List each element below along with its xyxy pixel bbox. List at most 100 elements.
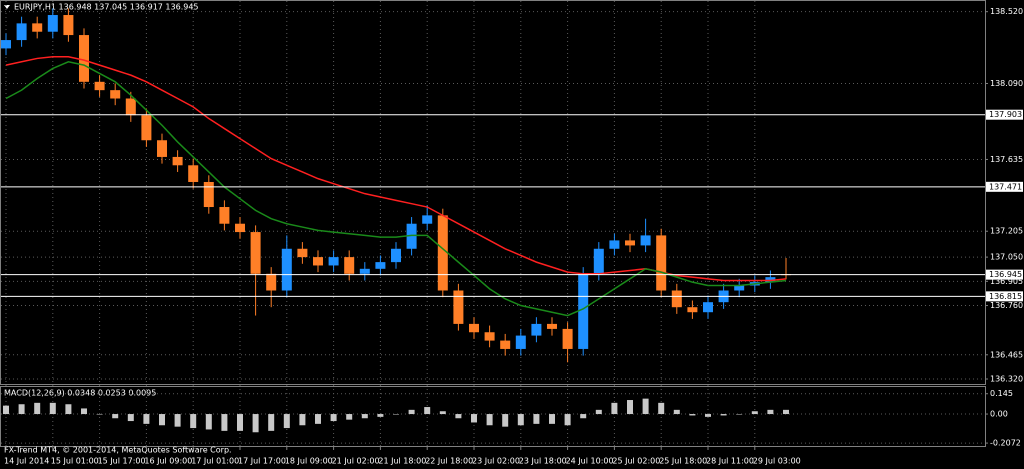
candle-body — [469, 323, 479, 333]
macd-bar — [112, 414, 119, 419]
macd-bar — [283, 414, 290, 429]
candle-body — [266, 273, 277, 291]
candle-body — [453, 290, 464, 324]
candle-body — [422, 215, 433, 224]
macd-bar — [96, 414, 103, 415]
candle-body — [63, 15, 74, 36]
macd-bar — [751, 411, 758, 415]
candle-body — [687, 307, 698, 313]
x-tick-label: 17 Jul 17:00 — [238, 457, 286, 466]
candle-body — [671, 290, 682, 308]
macd-bar — [49, 402, 56, 415]
y-tick-label: 138.520 — [990, 7, 1023, 16]
price-level-label: 136.815 — [989, 292, 1022, 301]
x-tick-label: 22 Jul 18:00 — [425, 457, 473, 466]
macd-bar — [315, 414, 321, 424]
candle-body — [203, 181, 214, 208]
candle-body — [250, 232, 261, 274]
y-tick-label: 0.00 — [990, 410, 1008, 419]
moving-average — [5, 60, 787, 317]
x-tick-label: 21 Jul 18:00 — [378, 457, 426, 466]
y-tick-label: 136.905 — [990, 277, 1023, 286]
candle-body — [578, 273, 589, 349]
macd-bar — [330, 414, 337, 422]
macd-bar — [393, 414, 399, 415]
macd-bar — [268, 414, 275, 431]
macd-bar — [611, 402, 618, 415]
y-tick-label: 136.320 — [990, 374, 1023, 383]
candle-body — [500, 340, 511, 349]
x-tick-label: 18 Jul 09:00 — [285, 457, 333, 466]
x-tick-label: 15 Jul 01:00 — [51, 457, 99, 466]
macd-bar — [81, 408, 87, 415]
x-tick-label: 29 Jul 03:00 — [753, 457, 801, 466]
macd-bar — [767, 409, 774, 415]
candle-body — [593, 248, 604, 274]
candle-body — [313, 257, 323, 266]
macd-bar — [3, 405, 9, 415]
macd-bar — [689, 414, 696, 416]
macd-bar — [127, 414, 134, 422]
macd-bar — [595, 409, 602, 415]
candle-body — [625, 240, 635, 246]
macd-bar — [174, 414, 181, 427]
macd-bar — [580, 414, 587, 419]
candle-body — [235, 223, 245, 233]
macd-bar — [673, 409, 680, 415]
y-tick-label: 136.760 — [990, 301, 1023, 310]
macd-bar — [517, 414, 524, 426]
macd-bar — [205, 414, 212, 430]
macd-bar — [299, 414, 306, 426]
candle-body — [375, 262, 386, 269]
macd-bar — [424, 407, 431, 415]
price-level-box — [986, 269, 1023, 280]
x-tick-label: 21 Jul 02:00 — [332, 457, 380, 466]
candle-body — [562, 328, 573, 349]
macd-bar — [237, 414, 243, 431]
macd-bar — [408, 409, 415, 415]
macd-bar — [486, 414, 493, 426]
candle-body — [406, 223, 417, 249]
chart-title: EURJPY,H1 136.948 137.045 136.917 136.94… — [14, 3, 199, 12]
macd-bar — [190, 414, 197, 429]
macd-bar — [65, 404, 72, 415]
candle-body — [94, 81, 105, 91]
price-level-label: 136.945 — [989, 270, 1022, 279]
macd-bar — [564, 414, 571, 426]
candle-body — [110, 90, 121, 99]
candle-body — [172, 156, 183, 166]
candle-body — [328, 257, 339, 266]
y-tick-label: 138.090 — [990, 79, 1023, 88]
y-tick-label: -0.2072 — [990, 439, 1021, 448]
candle-body — [1, 40, 11, 49]
candle-body — [734, 285, 745, 291]
x-tick-label: 25 Jul 18:00 — [659, 457, 707, 466]
macd-bar — [533, 414, 540, 424]
candle-body — [703, 302, 713, 313]
candle-body — [640, 235, 651, 246]
x-tick-label: 14 Jul 2014 — [4, 457, 49, 466]
candle-body — [547, 323, 557, 329]
candle-body — [359, 268, 370, 274]
candle-body — [219, 207, 230, 224]
x-tick-label: 16 Jul 09:00 — [144, 457, 192, 466]
x-tick-label: 23 Jul 02:00 — [472, 457, 520, 466]
x-tick-label: 25 Jul 02:00 — [612, 457, 660, 466]
macd-bar — [34, 402, 41, 415]
candle-body — [16, 23, 27, 41]
macd-bar — [439, 411, 446, 415]
candle-body — [344, 257, 355, 274]
y-tick-label: 137.205 — [990, 227, 1023, 236]
candle-body — [609, 240, 620, 249]
candle-body — [47, 15, 58, 32]
price-level-box — [986, 291, 1023, 302]
price-level-box — [986, 181, 1023, 192]
candle-body — [157, 140, 167, 157]
candle-body — [765, 277, 776, 283]
macd-bar — [455, 414, 462, 419]
macd-bar — [642, 398, 649, 415]
candle-body — [32, 23, 43, 32]
price-level-label: 137.903 — [989, 110, 1022, 119]
